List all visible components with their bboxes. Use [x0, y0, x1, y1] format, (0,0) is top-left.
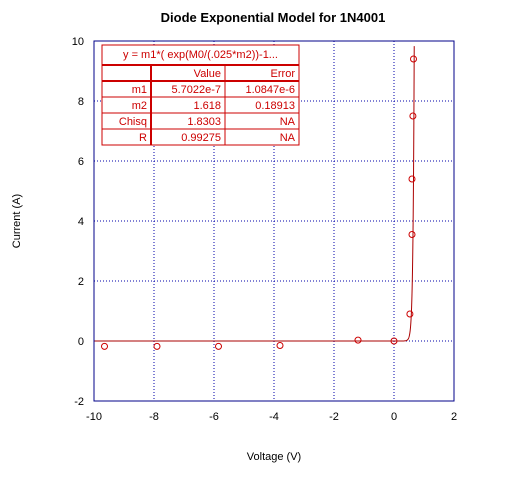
y-axis-label: Current (A) — [11, 194, 23, 248]
fit-table-cell: NA — [280, 116, 296, 128]
data-point — [406, 310, 414, 318]
fit-table-cell: m1 — [132, 84, 147, 96]
data-point — [276, 342, 284, 349]
fit-table-cell: 0.99275 — [181, 132, 221, 144]
x-tick-label: 0 — [391, 411, 397, 423]
x-tick-label: -10 — [86, 411, 102, 423]
fit-table: y = m1*( exp(M0/(.025*m2))-1... Value Erro… — [101, 44, 300, 146]
data-point — [409, 112, 417, 120]
data-points — [101, 55, 417, 350]
fit-table-cell: R — [139, 132, 147, 144]
y-tick-label: 2 — [78, 276, 84, 288]
x-tick-label: 2 — [451, 411, 457, 423]
y-tick-label: 4 — [78, 216, 84, 228]
data-point — [390, 337, 398, 345]
data-point — [215, 342, 222, 350]
y-tick-label: 10 — [72, 36, 84, 48]
fit-table-cell: m2 — [132, 100, 147, 112]
fit-table-cell: 1.618 — [193, 100, 221, 112]
y-tick-label: -2 — [74, 396, 84, 408]
y-tick-label: 6 — [78, 156, 84, 168]
x-tick-label: -4 — [269, 411, 279, 423]
fit-table-box — [101, 44, 300, 146]
plot-frame — [93, 40, 455, 402]
fit-table-cell: NA — [280, 132, 296, 144]
x-tick-label: -8 — [149, 411, 159, 423]
data-point — [408, 231, 416, 238]
data-point — [410, 55, 417, 63]
fit-table-header: Value — [194, 68, 221, 80]
fit-table-cell: Chisq — [119, 116, 147, 128]
x-axis-label: Voltage (V) — [247, 451, 301, 463]
fit-table-cell: 1.0847e-6 — [245, 84, 295, 96]
fit-equation: y = m1*( exp(M0/(.025*m2))-1... — [123, 49, 278, 61]
fit-table-cell: 5.7022e-7 — [171, 84, 221, 96]
chart-title: Diode Exponential Model for 1N4001 — [161, 10, 386, 25]
x-tick-label: -6 — [209, 411, 219, 423]
tick-labels: -10 -8 -6 -4 -2 0 2 -2 0 2 4 6 8 10 — [72, 36, 457, 423]
y-tick-label: 0 — [78, 336, 84, 348]
data-point — [101, 342, 108, 350]
y-tick-label: 8 — [78, 96, 84, 108]
fit-table-cell: 0.18913 — [255, 100, 295, 112]
x-tick-label: -2 — [329, 411, 339, 423]
fit-table-header: Error — [271, 68, 296, 80]
data-point — [153, 342, 161, 350]
data-point — [408, 175, 416, 183]
fit-table-cell: 1.8303 — [187, 116, 221, 128]
data-point — [354, 336, 362, 344]
